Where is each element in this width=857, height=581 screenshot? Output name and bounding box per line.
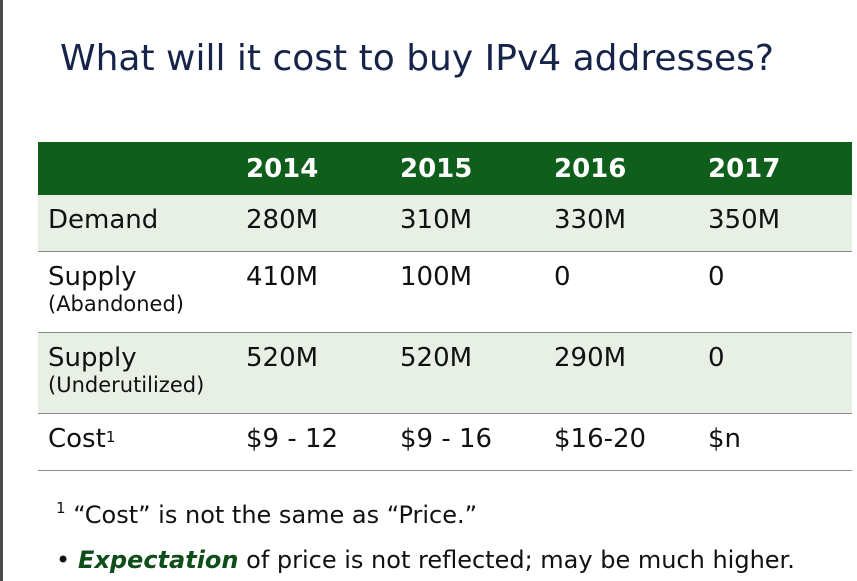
cell-value: $9 - 16 (400, 424, 493, 454)
slide-title: What will it cost to buy IPv4 addresses? (60, 38, 775, 79)
bullet-point: • Expectation of price is not reflected; … (56, 546, 795, 574)
header-cell-empty (38, 142, 246, 195)
row-label: Supply (48, 343, 137, 373)
row-label-cell: Cost1 (38, 413, 246, 471)
cell-value: 520M (400, 343, 473, 373)
row-label: Demand (48, 205, 159, 235)
bullet-text: of price is not reflected; may be much h… (238, 546, 795, 574)
table-cell: $9 - 16 (400, 413, 554, 471)
row-label-cell: Supply (Abandoned) (38, 251, 246, 333)
row-label-group: Cost1 (48, 424, 246, 454)
table-cell: 290M (554, 332, 708, 414)
cell-value: 280M (246, 205, 319, 235)
cell-value: 100M (400, 262, 473, 292)
table-cell: 280M (246, 195, 400, 252)
bullet-emphasis: Expectation (78, 546, 239, 574)
footnote-text: “Cost” is not the same as “Price.” (73, 501, 478, 529)
table-cell: 520M (246, 332, 400, 414)
footnote: 1 “Cost” is not the same as “Price.” (56, 499, 478, 529)
slide-left-border (0, 0, 3, 581)
row-sublabel: (Abandoned) (48, 292, 184, 316)
table-cell: $9 - 12 (246, 413, 400, 471)
cell-value: 310M (400, 205, 473, 235)
table-cell: 520M (400, 332, 554, 414)
table-cell: 350M (708, 195, 852, 252)
cell-value: 0 (708, 343, 725, 373)
header-cell-2015: 2015 (400, 142, 554, 195)
cell-value: 410M (246, 262, 319, 292)
cell-value: 330M (554, 205, 627, 235)
header-cell-2014: 2014 (246, 142, 400, 195)
cell-value: $16-20 (554, 424, 647, 454)
table-cell: 330M (554, 195, 708, 252)
ipv4-cost-table: 2014 2015 2016 2017 Demand 280M 310M 330… (38, 142, 852, 471)
header-cell-2017: 2017 (708, 142, 852, 195)
row-label-cell: Demand (38, 195, 246, 252)
table-cell: 100M (400, 251, 554, 333)
footnote-marker: 1 (56, 499, 66, 517)
table-header-row: 2014 2015 2016 2017 (38, 142, 852, 195)
table-cell: 310M (400, 195, 554, 252)
table-cell: $n (708, 413, 852, 471)
table-row-supply-abandoned: Supply (Abandoned) 410M 100M 0 0 (38, 251, 852, 333)
table-cell: $16-20 (554, 413, 708, 471)
cell-value: 520M (246, 343, 319, 373)
table-row-cost: Cost1 $9 - 12 $9 - 16 $16-20 $n (38, 413, 852, 471)
table-cell: 0 (554, 251, 708, 333)
cell-value: $9 - 12 (246, 424, 339, 454)
row-label-cell: Supply (Underutilized) (38, 332, 246, 414)
cell-value: 290M (554, 343, 627, 373)
cell-value: 0 (554, 262, 571, 292)
cell-value: 0 (708, 262, 725, 292)
row-label: Supply (48, 262, 137, 292)
table-row-demand: Demand 280M 310M 330M 350M (38, 195, 852, 252)
table-cell: 410M (246, 251, 400, 333)
table-cell: 0 (708, 332, 852, 414)
cell-value: 350M (708, 205, 781, 235)
header-cell-2016: 2016 (554, 142, 708, 195)
bullet-marker: • (56, 546, 71, 574)
footnote-reference-marker: 1 (105, 428, 116, 446)
table-row-supply-underutilized: Supply (Underutilized) 520M 520M 290M 0 (38, 332, 852, 414)
row-sublabel: (Underutilized) (48, 373, 205, 397)
table-cell: 0 (708, 251, 852, 333)
row-label: Cost (48, 424, 106, 454)
cell-value: $n (708, 424, 742, 454)
